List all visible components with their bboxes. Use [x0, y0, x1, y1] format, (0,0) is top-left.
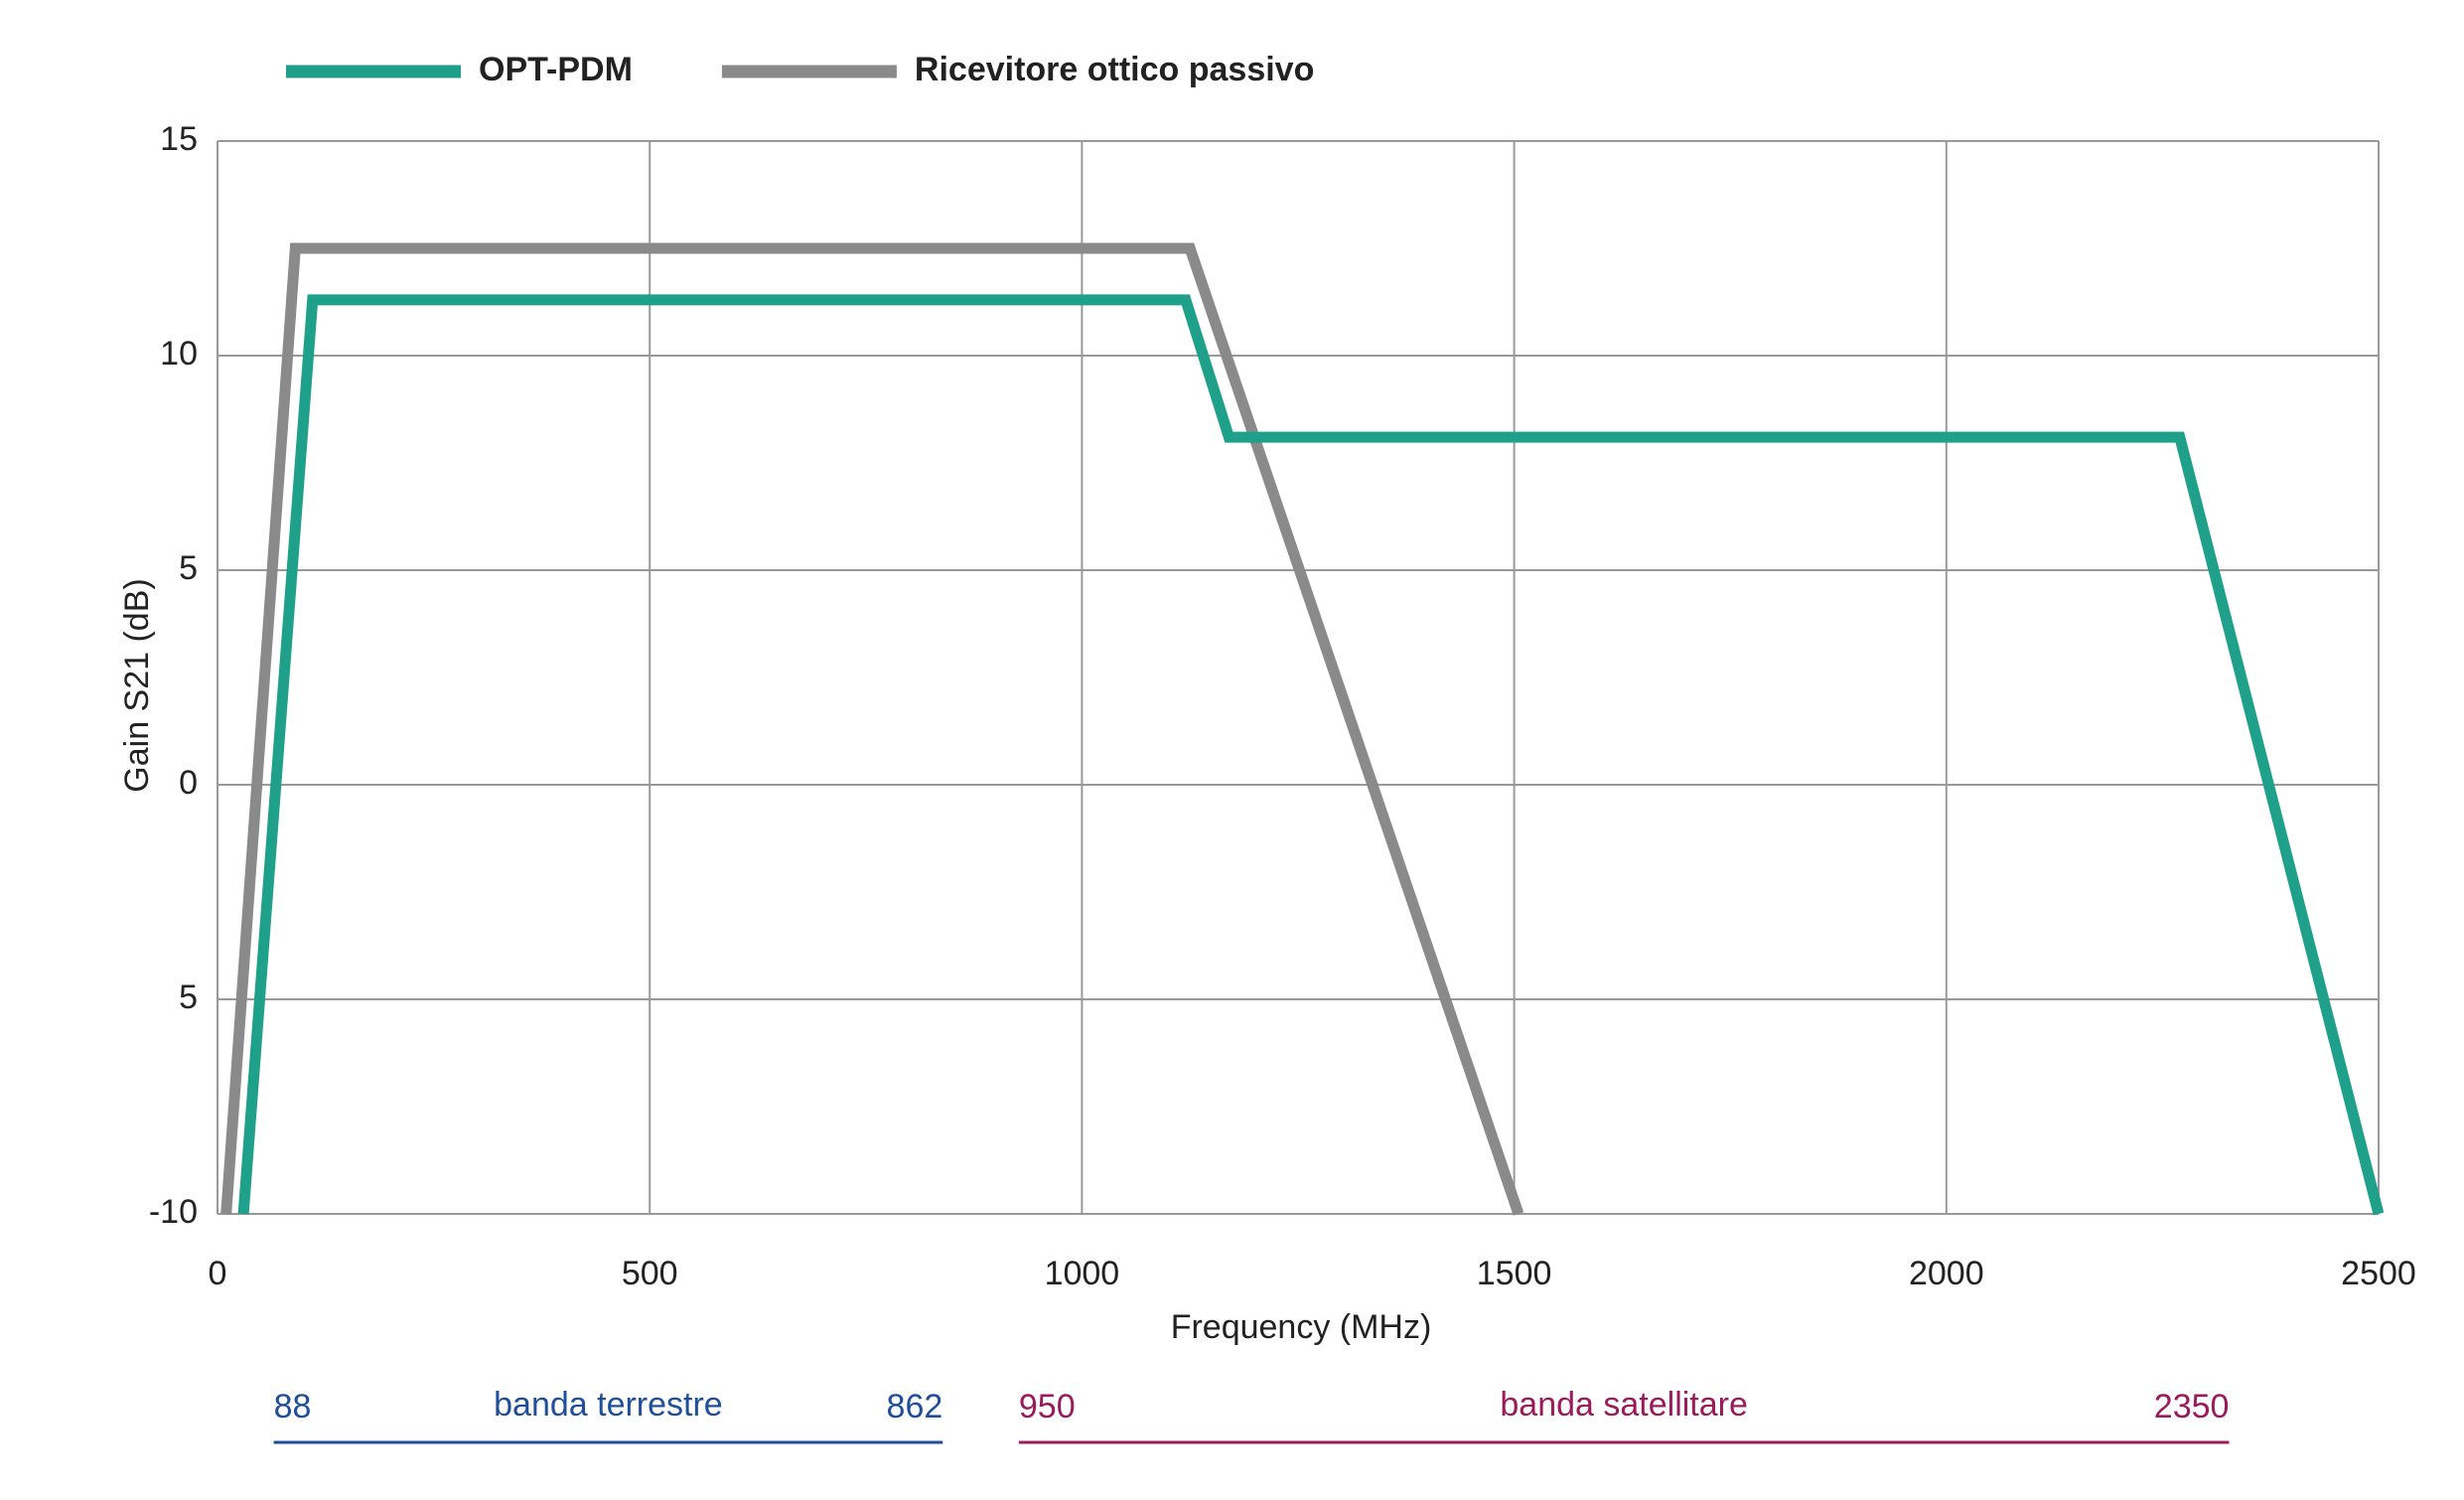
band-label: banda satellitare [1500, 1386, 1748, 1424]
band-start: 88 [274, 1388, 312, 1425]
band-end: 2350 [2154, 1388, 2230, 1425]
series-line [220, 242, 1524, 1216]
x-tick-label: 0 [209, 1255, 227, 1292]
y-axis-title: Gain S21 (dB) [118, 578, 156, 792]
x-tick-label: 500 [622, 1255, 678, 1292]
y-tick-label: 0 [179, 764, 198, 802]
x-tick-label: 1000 [1045, 1255, 1120, 1292]
y-tick-label: 10 [160, 335, 198, 373]
x-tick-label: 2000 [1909, 1255, 1984, 1292]
y-tick-label: -10 [149, 1193, 198, 1231]
band-label: banda terrestre [494, 1386, 723, 1424]
y-tick-label: 15 [160, 120, 198, 158]
y-tick-label: 5 [179, 549, 198, 587]
legend-label: OPT-PDM [479, 51, 633, 88]
x-tick-label: 1500 [1477, 1255, 1552, 1292]
band-end: 862 [887, 1388, 943, 1425]
series-line [237, 294, 2385, 1216]
legend-label: Ricevitore ottico passivo [915, 51, 1314, 88]
y-tick-label: 5 [179, 978, 198, 1016]
band-start: 950 [1019, 1388, 1076, 1425]
x-axis-title: Frequency (MHz) [1171, 1308, 1432, 1346]
x-tick-label: 2500 [2341, 1255, 2416, 1292]
